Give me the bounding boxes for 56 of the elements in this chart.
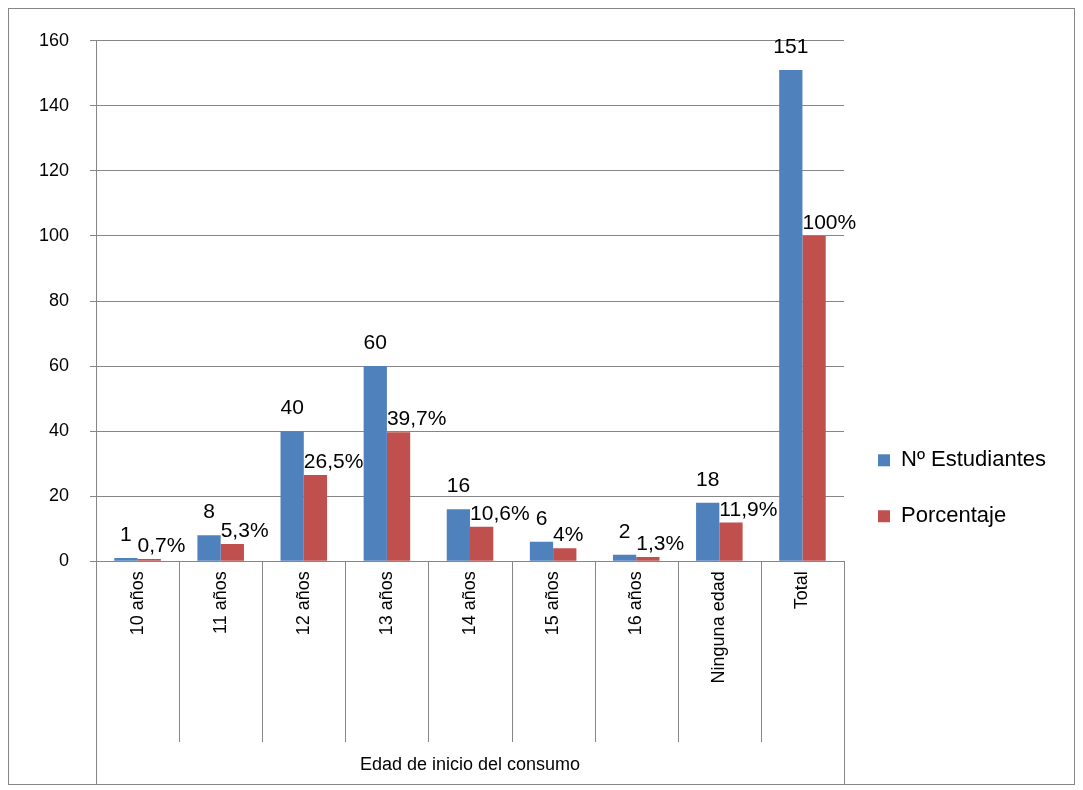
bar — [114, 558, 138, 561]
data-label: 8 — [203, 499, 215, 523]
x-tick-label: 12 años — [292, 571, 313, 636]
data-label: 1 — [120, 522, 132, 546]
data-label: 0,7% — [137, 533, 186, 557]
bar — [553, 548, 577, 561]
x-tick-label: 16 años — [625, 571, 646, 636]
data-label: 2 — [618, 518, 631, 542]
data-label: 60 — [363, 330, 387, 354]
y-tick-label: 120 — [38, 159, 70, 180]
bar — [612, 554, 637, 561]
x-tick-label: Ninguna edad — [708, 571, 729, 684]
bar — [386, 432, 411, 561]
bar — [197, 535, 221, 561]
data-label: 10,6% — [470, 500, 530, 524]
x-tick-label: 14 años — [458, 571, 479, 636]
x-tick-label: 15 años — [542, 571, 563, 636]
legend-label: Porcentaje — [901, 502, 1007, 528]
bar — [363, 366, 387, 561]
data-label: 40 — [280, 395, 304, 419]
bar — [470, 526, 494, 561]
data-label: 39,7% — [386, 406, 447, 430]
bar — [802, 235, 826, 561]
data-label: 11,9% — [719, 496, 778, 520]
x-tick-label: 13 años — [375, 571, 396, 636]
data-label: 18 — [696, 466, 720, 490]
bar — [779, 70, 803, 561]
bar — [280, 431, 304, 561]
data-label: 26,5% — [303, 449, 364, 473]
bar — [446, 509, 471, 561]
y-tick-label: 20 — [49, 485, 70, 506]
y-tick-label: 60 — [49, 355, 70, 376]
data-label: 100% — [802, 209, 857, 233]
data-label: 5,3% — [220, 518, 269, 542]
data-label: 1,3% — [636, 531, 685, 555]
x-tick-label: Total — [791, 571, 812, 610]
y-tick-label: 160 — [38, 29, 70, 50]
y-tick-label: 140 — [38, 94, 70, 115]
data-label: 16 — [446, 473, 471, 497]
data-label: 151 — [773, 34, 809, 58]
bar — [303, 475, 328, 561]
bar — [696, 502, 720, 561]
y-tick-label: 0 — [59, 550, 70, 571]
data-label: 4% — [553, 522, 584, 546]
x-tick-label: 11 años — [209, 571, 230, 635]
bar — [719, 522, 743, 561]
y-tick-label: 40 — [49, 420, 70, 441]
bar — [529, 541, 554, 561]
data-label: 6 — [535, 505, 548, 529]
x-tick-label: 10 años — [126, 571, 147, 636]
bar — [220, 544, 244, 561]
x-axis-title: Edad de inicio del consumo — [359, 754, 581, 775]
bar — [636, 557, 660, 561]
legend-label: Nº Estudiantes — [901, 446, 1046, 472]
y-tick-label: 80 — [49, 290, 70, 311]
y-tick-label: 100 — [38, 224, 70, 245]
